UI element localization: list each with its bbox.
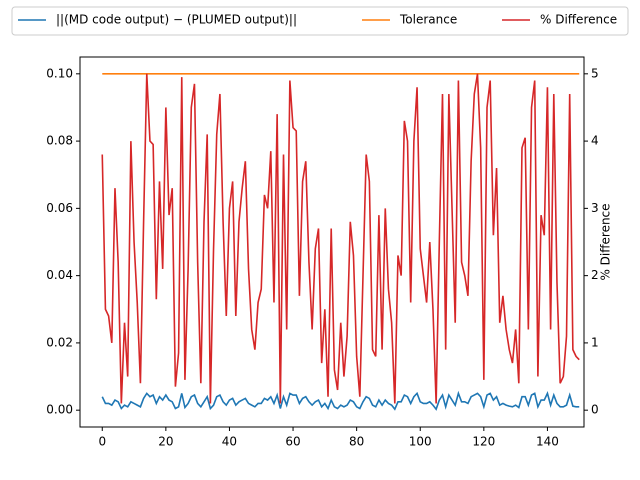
y-tick-label: 0.08 — [46, 134, 73, 148]
y2-tick-label: 0 — [591, 403, 599, 417]
y2-tick-label: 2 — [591, 268, 599, 282]
x-tick-label: 80 — [349, 435, 364, 449]
legend-box — [11, 6, 629, 36]
x-tick-label: 100 — [409, 435, 432, 449]
legend-label: ||(MD code output) − (PLUMED output)|| — [56, 13, 297, 27]
x-tick-label: 60 — [285, 435, 300, 449]
plot-frame — [79, 56, 585, 428]
y2-tick-label: 1 — [591, 335, 599, 349]
y2-tick-label: 3 — [591, 201, 599, 215]
y-tick-label: 0.02 — [46, 335, 73, 349]
series-line — [101, 390, 580, 411]
y-tick-label: 0.10 — [46, 66, 73, 80]
y2-tick-label: 4 — [591, 134, 599, 148]
y-tick-label: 0.00 — [46, 403, 73, 417]
y2-tick-label: 5 — [591, 66, 599, 80]
x-tick-label: 20 — [158, 435, 173, 449]
legend-label: % Difference — [540, 13, 617, 27]
x-tick-label: 120 — [472, 435, 495, 449]
legend-label: Tolerance — [399, 13, 457, 27]
y-tick-label: 0.04 — [46, 268, 73, 282]
x-tick-label: 140 — [536, 435, 559, 449]
y-tick-label: 0.06 — [46, 201, 73, 215]
series-line — [101, 73, 580, 404]
y2-axis-label: % Difference — [599, 203, 613, 280]
x-tick-label: 0 — [98, 435, 106, 449]
x-tick-label: 40 — [222, 435, 237, 449]
